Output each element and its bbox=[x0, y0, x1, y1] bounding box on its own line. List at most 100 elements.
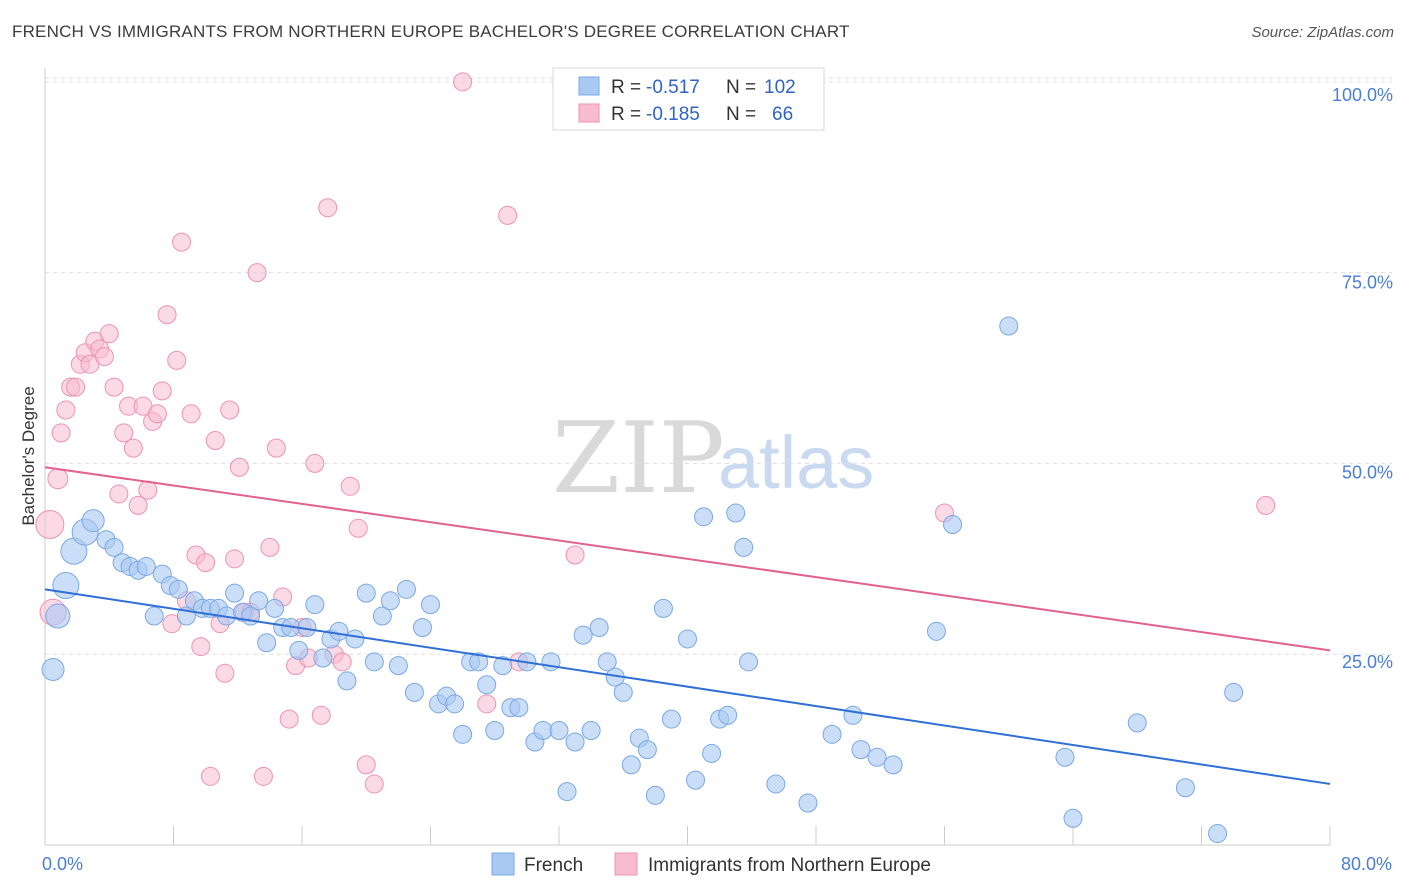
grid-lines bbox=[45, 77, 1392, 655]
legend-immigrants-r-value: -0.185 bbox=[646, 104, 700, 125]
y-tick-label: 25.0% bbox=[1342, 652, 1393, 672]
legend-french-r-value: -0.517 bbox=[646, 77, 700, 98]
french-point bbox=[766, 774, 786, 794]
immigrants-point bbox=[305, 453, 325, 473]
french-point bbox=[597, 652, 617, 672]
immigrants-point bbox=[114, 423, 134, 443]
legend-french-n-label: N = bbox=[726, 77, 756, 98]
french-point bbox=[999, 316, 1019, 336]
immigrants-point bbox=[215, 663, 235, 683]
immigrants-point bbox=[191, 637, 211, 657]
immigrants-point bbox=[104, 377, 124, 397]
immigrants-point bbox=[253, 766, 273, 786]
immigrants-point bbox=[157, 305, 177, 325]
correlation-legend: R = -0.517 N = 102 R = -0.185 N = 66 bbox=[552, 67, 825, 131]
bottom-legend-immigrants-label: Immigrants from Northern Europe bbox=[648, 855, 931, 876]
chart-title: FRENCH VS IMMIGRANTS FROM NORTHERN EUROP… bbox=[12, 22, 850, 41]
immigrants-point bbox=[109, 484, 129, 504]
french-trend-line bbox=[44, 588, 1331, 785]
watermark: ZIP atlas bbox=[552, 402, 874, 516]
source-label: Source: ZipAtlas.com bbox=[1251, 24, 1394, 41]
bottom-legend-french-label: French bbox=[524, 855, 583, 876]
axes bbox=[44, 68, 1331, 846]
legend-immigrants-n-label: N = bbox=[726, 104, 756, 125]
immigrants-point bbox=[51, 423, 71, 443]
watermark-atlas: atlas bbox=[718, 421, 874, 504]
french-point bbox=[637, 740, 657, 760]
french-point bbox=[1127, 713, 1147, 733]
french-point bbox=[549, 721, 569, 741]
bottom-legend-french-swatch bbox=[491, 852, 515, 876]
french-point bbox=[305, 595, 325, 615]
x-tick-label-max: 80.0% bbox=[1341, 854, 1392, 874]
immigrants-point bbox=[340, 476, 360, 496]
watermark-zip: ZIP bbox=[552, 402, 725, 516]
immigrants-point bbox=[172, 232, 192, 252]
french-point bbox=[883, 755, 903, 775]
french-point bbox=[589, 617, 609, 637]
legend-immigrants-swatch bbox=[578, 103, 600, 123]
french-point bbox=[943, 514, 963, 534]
immigrants-point bbox=[266, 438, 286, 458]
french-point bbox=[249, 591, 269, 611]
french-point bbox=[485, 721, 505, 741]
french-point bbox=[565, 732, 585, 752]
immigrants-point bbox=[56, 400, 76, 420]
immigrants-point bbox=[332, 652, 352, 672]
immigrants-point bbox=[364, 774, 384, 794]
french-point bbox=[541, 652, 561, 672]
french-point bbox=[867, 747, 887, 767]
french-point bbox=[412, 617, 432, 637]
french-point bbox=[1224, 682, 1244, 702]
french-point bbox=[1208, 824, 1228, 844]
immigrants-point bbox=[477, 694, 497, 714]
french-point bbox=[380, 591, 400, 611]
french-point bbox=[388, 656, 408, 676]
immigrants-point bbox=[318, 198, 338, 218]
french-point bbox=[686, 770, 706, 790]
immigrants-point bbox=[229, 457, 249, 477]
french-point bbox=[1055, 747, 1075, 767]
y-tick-label: 50.0% bbox=[1342, 462, 1393, 482]
french-point bbox=[557, 782, 577, 802]
legend-immigrants-n-value: 66 bbox=[772, 104, 793, 125]
trend-lines bbox=[44, 466, 1331, 785]
french-point bbox=[45, 603, 71, 629]
french-point bbox=[445, 694, 465, 714]
immigrants-point bbox=[123, 438, 143, 458]
series-legend: French Immigrants from Northern Europe bbox=[491, 852, 931, 876]
french-point bbox=[926, 621, 946, 641]
french-point bbox=[581, 721, 601, 741]
french-point bbox=[645, 785, 665, 805]
immigrants-point bbox=[200, 766, 220, 786]
french-point bbox=[613, 682, 633, 702]
immigrants-point bbox=[247, 263, 267, 283]
immigrants-point bbox=[279, 709, 299, 729]
x-tick-label-min: 0.0% bbox=[42, 854, 83, 874]
french-point bbox=[257, 633, 277, 653]
french-point bbox=[726, 503, 746, 523]
tick-labels: 25.0% 50.0% 75.0% 100.0% 0.0% 80.0% bbox=[42, 85, 1393, 874]
french-point bbox=[168, 579, 188, 599]
legend-french-n-value: 102 bbox=[764, 77, 796, 98]
french-point bbox=[225, 583, 245, 603]
french-point bbox=[509, 698, 529, 718]
french-point bbox=[533, 721, 553, 741]
french-point bbox=[739, 652, 759, 672]
french-point bbox=[337, 671, 357, 691]
french-point bbox=[493, 656, 513, 676]
immigrants-point bbox=[196, 553, 216, 573]
french-point bbox=[345, 629, 365, 649]
french-point bbox=[453, 724, 473, 744]
french-point bbox=[313, 648, 333, 668]
immigrants-point bbox=[356, 755, 376, 775]
immigrants-point bbox=[220, 400, 240, 420]
legend-french-r-label: R = bbox=[611, 77, 641, 98]
immigrants-point bbox=[205, 431, 225, 451]
immigrants-point bbox=[147, 404, 167, 424]
y-tick-label: 100.0% bbox=[1332, 85, 1393, 105]
y-axis-label: Bachelor's Degree bbox=[19, 386, 38, 525]
immigrants-point bbox=[99, 324, 119, 344]
immigrants-point bbox=[565, 545, 585, 565]
